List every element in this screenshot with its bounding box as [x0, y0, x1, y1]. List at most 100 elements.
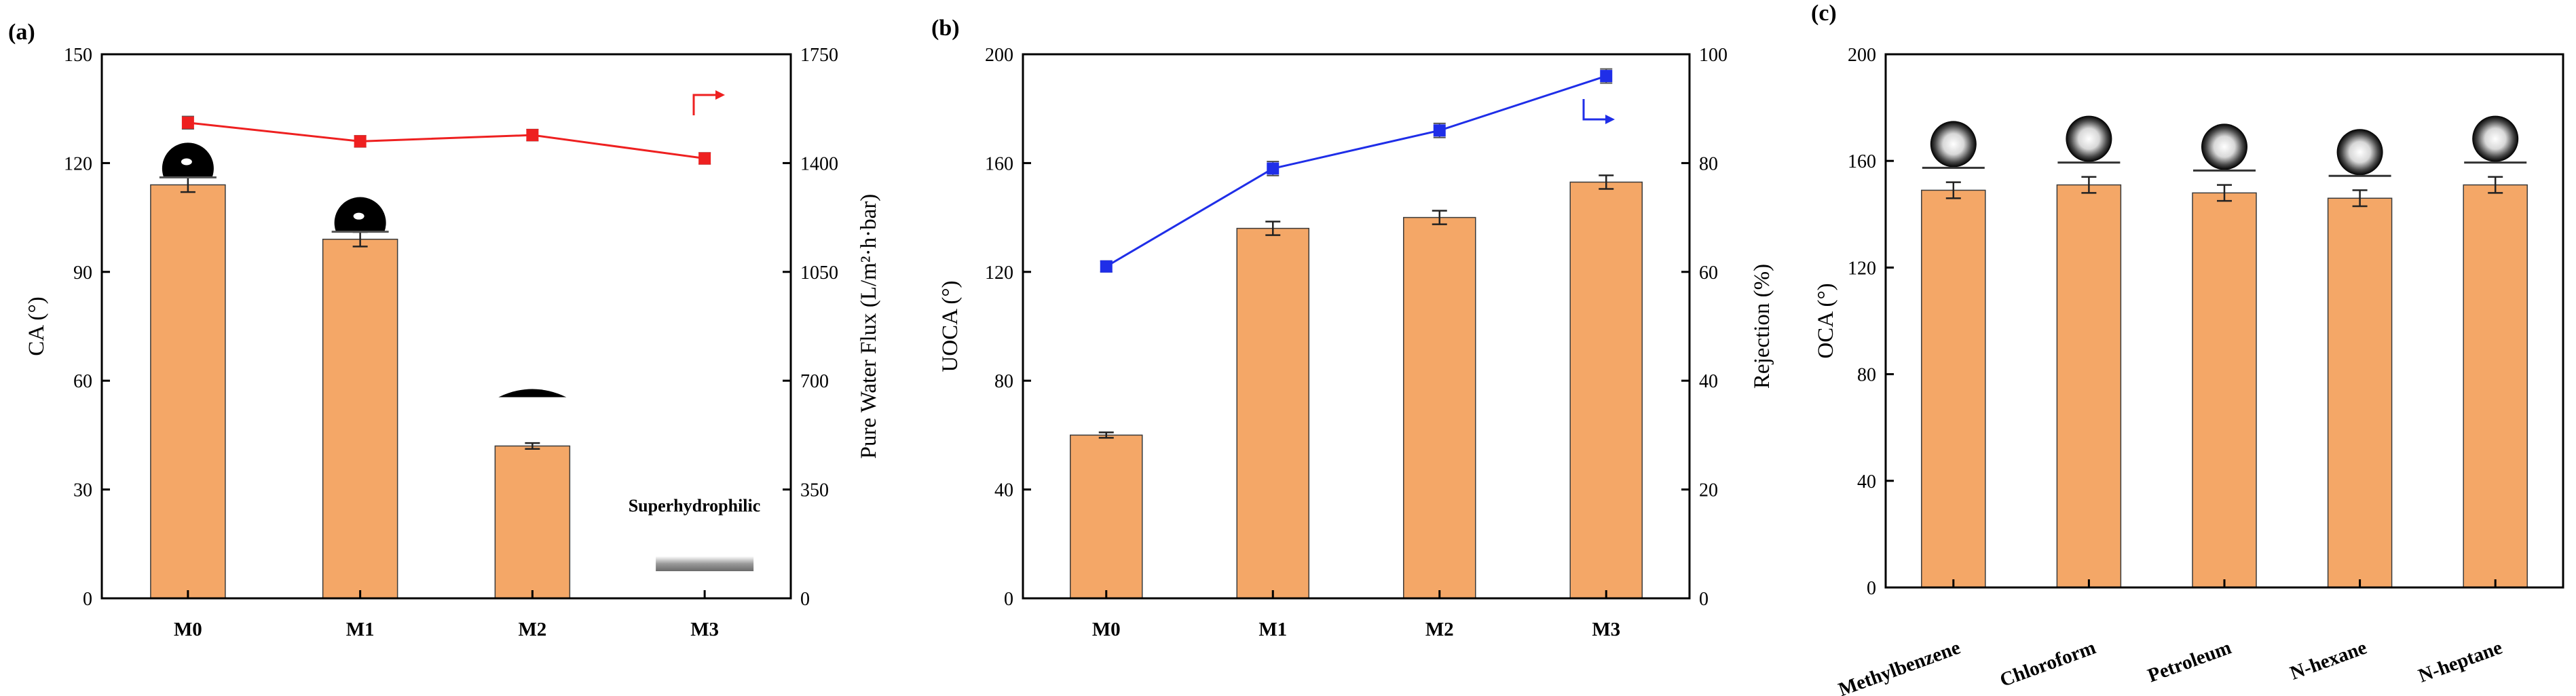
panel-c-droplets — [1922, 115, 2527, 177]
errorbar-M0 — [1098, 431, 1114, 439]
droplet-shape — [498, 389, 567, 398]
panel-b-bars — [1070, 181, 1643, 599]
panel-b: (b) 0 40 80 120 160 200 0 20 40 60 80 100 M0 M1 M2 M3… — [931, 16, 1774, 640]
bar-Chloroform — [2056, 184, 2122, 588]
category-label-N-heptane: N-heptane — [2416, 636, 2505, 687]
droplet-shape — [2336, 129, 2383, 176]
panel-b-plot-frame — [1022, 53, 1691, 600]
oil-droplet-image-Chloroform — [2057, 115, 2121, 164]
panel-a-axis-arrow — [692, 90, 725, 115]
left-tick-label: 120 — [1848, 258, 1876, 279]
droplet-shape — [2472, 115, 2519, 162]
left-tick-label: 30 — [73, 480, 92, 501]
category-label-M3: M3 — [1592, 619, 1620, 640]
panel-b-left-ticks: 0 40 80 120 160 200 — [985, 45, 1031, 610]
errorbar-Chloroform — [2081, 176, 2097, 194]
panel-c-left-axis-label: OCA (°) — [1814, 283, 1838, 358]
panel-c-left-ticks: 0 40 80 120 160 200 — [1848, 45, 1894, 599]
series-marker-M1 — [354, 135, 367, 148]
category-label-M2: M2 — [1425, 619, 1454, 640]
left-tick-label: 60 — [73, 371, 92, 392]
left-tick-label: 80 — [1857, 365, 1876, 386]
bar-M1 — [1236, 227, 1309, 599]
panel-b-right-axis-label: Rejection (%) — [1750, 264, 1774, 389]
water-droplet-image-M2 — [498, 389, 567, 398]
panel-a-droplets — [159, 142, 754, 571]
left-tick-label: 200 — [985, 45, 1013, 66]
panel-b-label: (b) — [931, 16, 960, 41]
errorbar-Petroleum — [2217, 184, 2232, 202]
series-marker-M3 — [698, 152, 711, 165]
right-tick-label: 40 — [1699, 371, 1718, 392]
panel-a-right-axis-label: Pure Water Flux (L/m²·h·bar) — [857, 194, 881, 459]
panel-a-left-ticks: 0 30 60 90 120 150 — [64, 45, 110, 610]
category-label-M1: M1 — [1258, 619, 1287, 640]
left-tick-label: 120 — [64, 153, 92, 174]
right-tick-label: 100 — [1699, 45, 1728, 66]
series-marker-M1 — [1267, 162, 1280, 175]
left-tick-label: 80 — [994, 371, 1013, 392]
right-tick-label: 60 — [1699, 263, 1718, 284]
panel-b-errorbars — [1098, 174, 1614, 439]
left-tick-label: 40 — [994, 480, 1013, 501]
bar-M2 — [1403, 216, 1476, 599]
oil-droplet-image-N-heptane — [2464, 115, 2527, 164]
category-label-M3: M3 — [690, 619, 719, 640]
category-label-N-hexane: N-hexane — [2288, 636, 2370, 684]
oil-droplet-image-Petroleum — [2193, 123, 2256, 172]
series-marker-M3 — [1600, 70, 1613, 83]
errorbar-M1 — [1265, 220, 1281, 236]
left-tick-label: 160 — [1848, 151, 1876, 172]
category-label-Methylbenzene: Methylbenzene — [1835, 636, 1963, 696]
bar-Methylbenzene — [1921, 189, 1986, 588]
panel-c-errorbars — [1945, 176, 2503, 208]
water-droplet-image-M1 — [331, 197, 389, 233]
bar-M2 — [494, 445, 571, 599]
panel-b-category-labels: M0 M1 M2 M3 — [1092, 590, 1620, 640]
left-tick-label: 160 — [985, 153, 1013, 174]
series-marker-M2 — [526, 129, 539, 142]
bar-M1 — [322, 238, 398, 599]
bar-Petroleum — [2192, 192, 2257, 588]
left-tick-label: 0 — [1867, 578, 1876, 599]
left-tick-label: 90 — [73, 263, 92, 284]
right-tick-label: 700 — [800, 371, 829, 392]
panel-a-right-ticks: 0 350 700 1050 1400 1750 — [783, 45, 838, 610]
left-tick-label: 0 — [83, 589, 92, 610]
panel-b-axis-arrow — [1582, 99, 1615, 124]
panel-b-line-series — [1100, 68, 1613, 273]
panel-c-label: (c) — [1811, 1, 1837, 26]
droplet-highlight — [353, 212, 365, 220]
bar-N-hexane — [2327, 197, 2393, 588]
left-tick-label: 0 — [1004, 589, 1013, 610]
category-label-M0: M0 — [174, 619, 202, 640]
errorbar-M3 — [1599, 174, 1614, 190]
oil-droplet-image-N-hexane — [2328, 129, 2391, 177]
panel-b-right-ticks: 0 20 40 60 80 100 — [1681, 45, 1728, 610]
category-label-Petroleum: Petroleum — [2145, 637, 2235, 687]
bar-M0 — [1070, 434, 1143, 599]
water-film-image-M3 — [656, 556, 754, 571]
category-label-M0: M0 — [1092, 619, 1121, 640]
droplet-shape — [1930, 121, 1977, 168]
left-tick-label: 40 — [1857, 471, 1876, 492]
right-tick-label: 0 — [800, 589, 810, 610]
bar-N-heptane — [2463, 184, 2528, 588]
panel-c-category-labels: Methylbenzene Chloroform Petroleum N-hexane… — [1835, 579, 2505, 696]
right-tick-label: 350 — [800, 480, 829, 501]
right-tick-label: 80 — [1699, 153, 1718, 174]
errorbar-M2 — [1432, 210, 1447, 225]
errorbar-M2 — [525, 442, 540, 450]
panel-c: (c) 0 40 80 120 160 200 Methylbenzene Chlorofo… — [1811, 1, 2564, 696]
series-line — [187, 121, 705, 160]
superhydrophilic-annotation: Superhydrophilic — [629, 496, 761, 516]
right-tick-label: 1750 — [800, 45, 838, 66]
category-label-Chloroform: Chloroform — [1997, 637, 2099, 692]
panel-a-line-series — [181, 115, 711, 165]
right-tick-label: 1050 — [800, 263, 838, 284]
panel-a-plot-frame — [100, 53, 792, 600]
series-line — [1105, 75, 1607, 268]
left-tick-label: 120 — [985, 263, 1013, 284]
errorbar-N-hexane — [2352, 189, 2368, 208]
series-marker-M0 — [1100, 260, 1113, 273]
